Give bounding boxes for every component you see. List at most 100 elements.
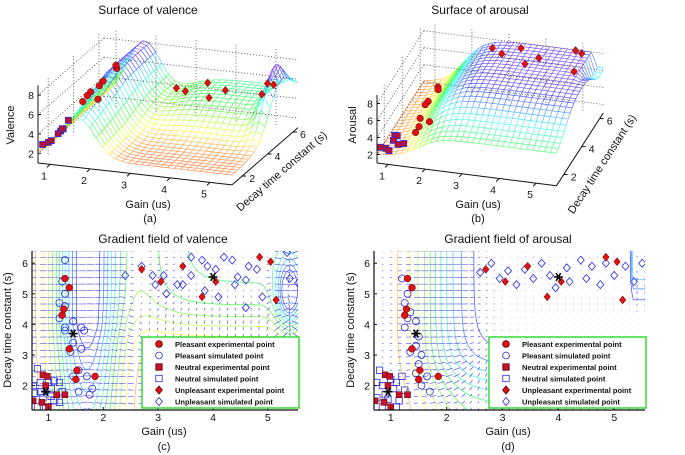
mesh-line bbox=[213, 97, 218, 102]
mesh-line bbox=[430, 103, 437, 109]
contour-segment bbox=[98, 338, 100, 342]
mesh-line bbox=[499, 70, 503, 75]
mesh-line bbox=[424, 130, 431, 135]
mesh-line bbox=[234, 85, 241, 87]
contour-segment bbox=[270, 311, 272, 313]
mesh-line bbox=[197, 126, 201, 133]
mesh-line bbox=[178, 83, 182, 87]
contour-segment bbox=[195, 268, 197, 270]
mesh-line bbox=[121, 158, 126, 162]
mesh-line bbox=[561, 88, 568, 90]
contour-segment bbox=[134, 319, 138, 323]
contour-segment bbox=[128, 311, 130, 315]
mesh-line bbox=[164, 149, 171, 152]
mesh-line bbox=[414, 111, 421, 114]
contour-segment bbox=[132, 343, 135, 347]
mesh-line bbox=[239, 103, 247, 105]
mesh-line bbox=[203, 127, 208, 134]
mesh-line bbox=[246, 139, 254, 142]
mesh-line bbox=[93, 90, 97, 96]
mesh-line bbox=[144, 139, 151, 142]
mesh-line bbox=[420, 109, 427, 113]
mesh-line bbox=[440, 126, 443, 133]
mesh-line bbox=[447, 71, 454, 77]
mesh-line bbox=[138, 142, 142, 147]
mesh-line bbox=[533, 103, 537, 109]
mesh-line bbox=[442, 97, 449, 103]
mesh-line bbox=[225, 91, 230, 95]
contour-segment bbox=[268, 327, 272, 330]
mesh-line bbox=[509, 64, 513, 69]
mesh-line bbox=[112, 114, 116, 119]
mesh-line bbox=[239, 158, 243, 162]
mesh-line bbox=[179, 163, 186, 165]
mesh-line bbox=[214, 100, 221, 103]
mesh-line bbox=[239, 161, 246, 163]
mesh-line bbox=[573, 79, 580, 83]
mesh-line bbox=[557, 60, 560, 65]
mesh-line bbox=[152, 128, 159, 130]
mesh-line bbox=[439, 93, 443, 98]
mesh-line bbox=[206, 157, 214, 159]
mesh-line bbox=[229, 160, 234, 164]
mesh-line bbox=[544, 115, 551, 118]
mesh-line bbox=[491, 73, 495, 77]
mesh-line bbox=[242, 99, 250, 102]
mesh-line bbox=[172, 102, 176, 107]
mesh-line bbox=[216, 134, 224, 136]
x-tick-label: 2 bbox=[81, 175, 87, 187]
mesh-line bbox=[461, 76, 465, 80]
mesh-line bbox=[285, 73, 290, 78]
mesh-line bbox=[525, 80, 529, 85]
mesh-line bbox=[218, 167, 225, 169]
mesh-line bbox=[471, 69, 479, 72]
mesh-line bbox=[211, 164, 215, 168]
mesh-line bbox=[115, 155, 119, 160]
mesh-line bbox=[182, 86, 186, 90]
mesh-line bbox=[410, 140, 414, 146]
mesh-line bbox=[200, 96, 205, 101]
mesh-line bbox=[249, 84, 257, 86]
mesh-line bbox=[501, 60, 508, 62]
mesh-line bbox=[543, 75, 550, 77]
mesh-line bbox=[533, 67, 537, 72]
mesh-line bbox=[512, 131, 515, 138]
mesh-line bbox=[477, 66, 481, 71]
mesh-line bbox=[215, 87, 219, 91]
mesh-line bbox=[117, 108, 122, 112]
contour-segment bbox=[132, 346, 134, 350]
mesh-line bbox=[169, 162, 174, 166]
mesh-line bbox=[455, 72, 459, 76]
mesh-line bbox=[440, 111, 443, 118]
contour-segment bbox=[275, 303, 277, 307]
mesh-line bbox=[126, 100, 134, 113]
mesh-line bbox=[447, 87, 451, 92]
contour-segment bbox=[284, 303, 287, 307]
mesh-line bbox=[185, 161, 189, 165]
mesh-line bbox=[519, 91, 523, 97]
mesh-line bbox=[541, 58, 548, 60]
contour-segment bbox=[81, 364, 85, 368]
mesh-line bbox=[149, 92, 157, 100]
contour-segment bbox=[98, 359, 100, 363]
mesh-line bbox=[492, 103, 499, 105]
mesh-line bbox=[489, 88, 493, 93]
mesh-line bbox=[224, 165, 228, 169]
mesh-line bbox=[164, 146, 168, 151]
mesh-line bbox=[209, 154, 217, 157]
mesh-line bbox=[196, 115, 200, 121]
mesh-line bbox=[117, 111, 125, 124]
mesh-line bbox=[595, 71, 602, 74]
mesh-line bbox=[111, 99, 119, 112]
mesh-line bbox=[469, 53, 472, 58]
mesh-line bbox=[273, 66, 281, 80]
mesh-line bbox=[474, 137, 481, 140]
mesh-line bbox=[498, 140, 505, 143]
mesh-line bbox=[492, 76, 499, 78]
mesh-line bbox=[215, 167, 219, 171]
mesh-line bbox=[466, 87, 469, 92]
mesh-line bbox=[180, 92, 184, 97]
mesh-line bbox=[458, 92, 461, 98]
